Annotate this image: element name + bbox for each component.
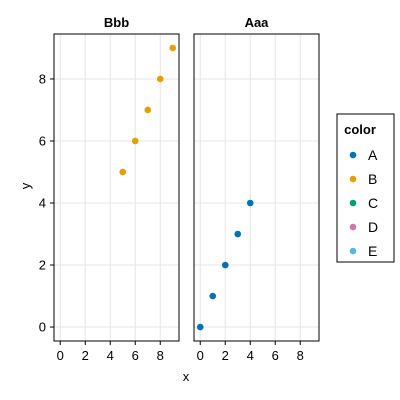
facet-panel-2: Aaa 0 2 4 6 8 [193,15,320,363]
y-tick-label: 8 [39,71,46,86]
y-tick-label: 2 [39,258,46,273]
x-axis-label: x [183,369,190,384]
legend-label-b: B [368,171,377,187]
facet-panels: Bbb 0 2 4 6 8 0 2 4 6 8 Aaa 0 2 4 6 8 [39,15,320,363]
x-tick-label: 0 [57,348,64,363]
x-tick-label: 4 [247,348,254,363]
y-tick-label: 4 [39,196,46,211]
data-point-b [131,137,139,145]
legend-marker-e [349,247,357,255]
facet-title: Bbb [104,15,129,30]
data-point-a [209,292,217,300]
data-point-b [169,44,177,52]
legend-label-d: D [368,219,378,235]
x-tick-label: 2 [82,348,89,363]
legend-marker-d [349,223,357,231]
y-tick-label: 6 [39,133,46,148]
legend-box [336,113,395,263]
data-point-a [246,199,254,207]
data-point-a [196,323,204,331]
data-point-b [144,106,152,114]
facet-panel-1: Bbb 0 2 4 6 8 0 2 4 6 8 [39,15,180,363]
data-point-a [234,230,242,238]
x-tick-label: 4 [107,348,114,363]
x-tick-label: 6 [272,348,279,363]
legend-title: color [344,122,376,137]
legend-marker-a [349,151,357,159]
x-tick-label: 8 [157,348,164,363]
legend-marker-b [349,175,357,183]
data-point-a [221,261,229,269]
x-tick-label: 2 [222,348,229,363]
panel-frame [193,33,320,342]
panel-frame [53,33,180,342]
data-point-b [119,168,127,176]
y-axis-label: y [18,182,33,189]
data-point-b [156,75,164,83]
x-tick-label: 6 [132,348,139,363]
legend-label-e: E [368,243,377,259]
legend-marker-c [349,199,357,207]
x-tick-label: 0 [197,348,204,363]
x-tick-label: 8 [297,348,304,363]
legend-label-a: A [368,147,378,163]
legend-label-c: C [368,195,378,211]
y-tick-label: 0 [39,320,46,335]
facet-title: Aaa [245,15,270,30]
